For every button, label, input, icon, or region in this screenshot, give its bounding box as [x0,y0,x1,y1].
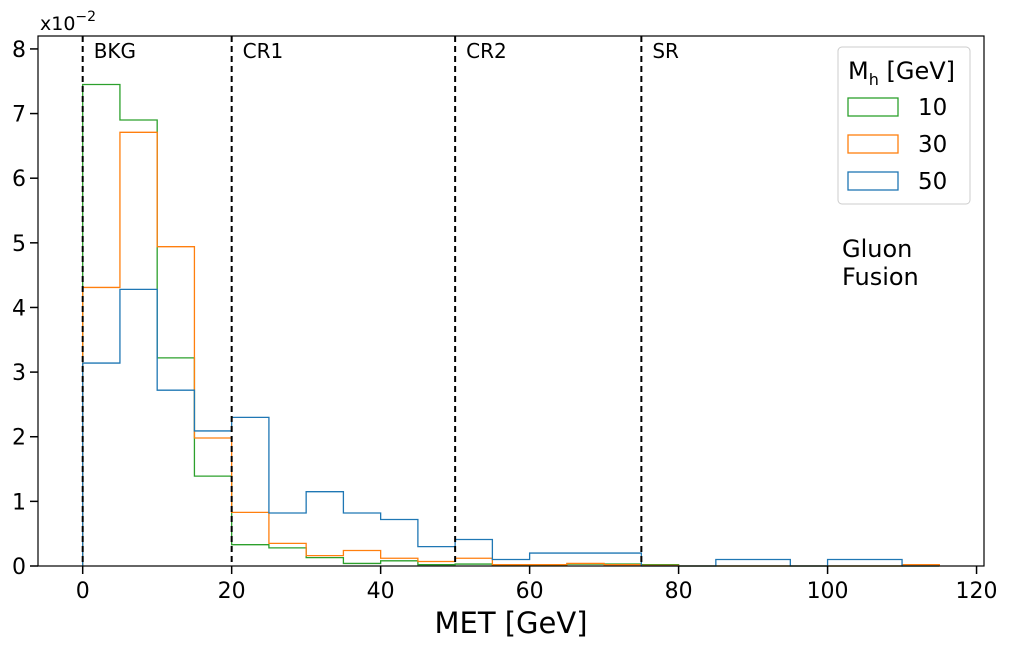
bin-50-1 [120,289,157,566]
bin-30-2 [157,247,194,566]
bin-50-7 [343,513,380,566]
bin-50-10 [455,540,492,567]
bin-10-8 [381,561,418,566]
bin-30-3 [194,438,231,566]
scale-label: x10−2 [40,9,96,35]
x-axis: 0 20 40 60 80 100 120 [76,566,998,604]
legend-swatch-30 [847,134,899,154]
bin-50-6 [306,492,343,566]
x-tick-label-60: 60 [516,579,544,604]
legend-entry-50: 50 [847,169,947,195]
bin-50-18 [753,560,790,566]
x-axis-label: MET [GeV] [434,606,587,640]
bin-50-2 [157,390,194,566]
x-tick-label-0: 0 [76,579,90,604]
bin-10-1 [120,120,157,566]
bin-50-21 [865,560,902,566]
y-tick-label-2: 2 [12,426,26,451]
bin-50-9 [418,547,455,566]
series-30-outline [82,131,940,567]
bin-50-5 [269,513,306,566]
legend-swatch-50 [847,171,899,191]
y-tick-label-1: 1 [12,490,26,515]
legend-swatch-10 [847,97,899,117]
legend: Mh [GeV] 10 30 50 [837,46,971,205]
bin-50-8 [381,519,418,566]
legend-label-10: 10 [918,95,947,121]
y-tick-label-8: 8 [12,38,26,63]
region-label-bkg: BKG [94,39,136,63]
x-tick-label-120: 120 [956,579,998,604]
y-tick-label-7: 7 [12,103,26,128]
legend-title-sub: h [869,70,879,89]
legend-entry-30: 30 [847,132,947,158]
y-tick-label-3: 3 [12,361,26,386]
bin-30-5 [269,543,306,566]
series-50 [82,288,940,567]
series-layer [82,83,940,567]
x-tick-label-20: 20 [218,579,246,604]
bin-30-10 [455,558,492,566]
y-tick-label-6: 6 [12,167,26,192]
legend-title: Mh [GeV] [848,57,955,89]
x-tick-label-80: 80 [665,579,693,604]
legend-label-50: 50 [918,169,947,195]
bin-30-4 [232,512,269,566]
scale-exponent: −2 [75,9,96,25]
series-30 [82,131,940,567]
x-tick-label-40: 40 [367,579,395,604]
bin-50-20 [828,560,865,566]
legend-entries: 10 30 50 [847,95,947,195]
annotation-line-1: Gluon [842,235,912,263]
plot-frame [37,35,985,567]
y-tick-label-0: 0 [12,555,26,580]
legend-frame [837,46,971,205]
region-label-sr: SR [652,39,679,63]
region-label-cr1: CR1 [243,39,284,63]
bin-50-0 [83,363,120,566]
bin-30-8 [381,558,418,566]
series-10-outline [82,83,940,567]
bin-10-4 [232,545,269,566]
legend-entry-10: 10 [847,95,947,121]
bin-50-17 [716,560,753,566]
annotation-line-2: Fusion [842,263,919,291]
annotation: Gluon Fusion [842,235,919,291]
region-layer: BKG CR1 CR2 SR [81,36,679,566]
bin-10-5 [269,548,306,566]
bin-10-6 [306,558,343,566]
region-label-cr2: CR2 [466,39,507,63]
plot-area: BKG CR1 CR2 SR 0 20 40 60 80 100 120 0 1 2 3 4 5 6 7 8 [12,35,998,604]
legend-label-30: 30 [918,132,947,158]
bin-10-2 [157,358,194,566]
bin-10-3 [194,476,231,566]
x-tick-label-100: 100 [807,579,849,604]
y-tick-label-4: 4 [12,296,26,321]
series-10 [82,83,940,567]
bin-10-0 [83,84,120,566]
y-axis: 0 1 2 3 4 5 6 7 8 [12,38,38,580]
bin-50-4 [232,417,269,566]
bin-30-1 [120,132,157,566]
y-tick-label-5: 5 [12,232,26,257]
series-50-outline [82,288,940,567]
bin-50-3 [194,431,231,566]
bin-30-0 [83,287,120,566]
